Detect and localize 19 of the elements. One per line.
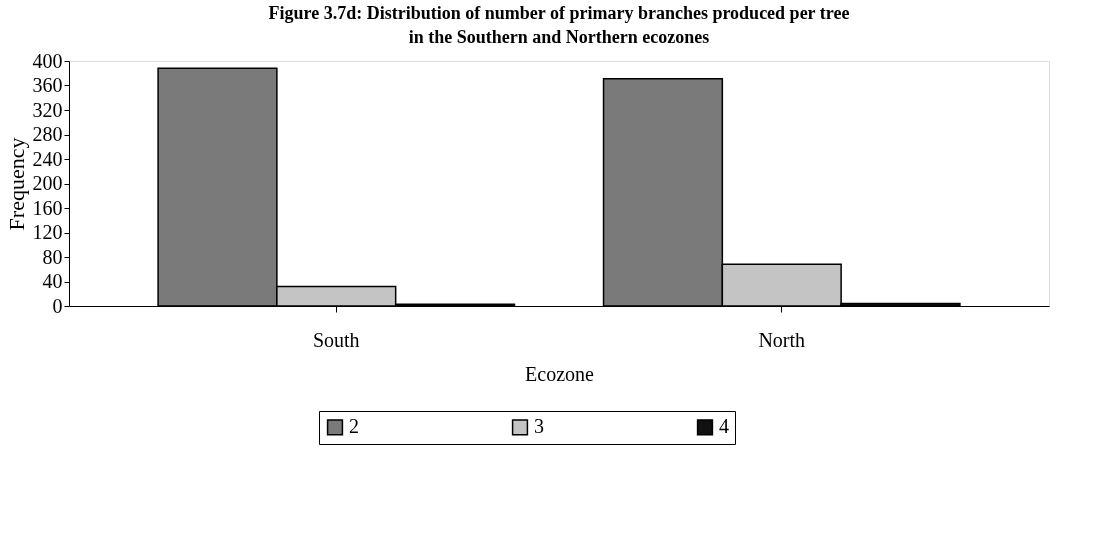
y-axis-title: Frequency [3,137,29,231]
x-axis-title: Ecozone [525,362,595,385]
y-tick-label: 120 [32,221,63,243]
x-tick-label: South [312,328,360,351]
y-tick-label: 280 [32,123,63,145]
y-tick-label: 80 [42,245,63,268]
y-tick-label: 240 [32,147,63,170]
y-tick-label: 160 [32,196,63,219]
y-tick-label: 0 [52,294,63,317]
y-tick-label: 360 [32,74,63,96]
legend-label: 3 [534,415,544,438]
y-tick-label: 40 [42,270,63,292]
legend-label: 4 [719,415,729,438]
x-tick-label: North [758,328,806,351]
legend-label: 2 [349,415,359,438]
y-tick-label: 200 [32,172,63,194]
y-tick-label: 400 [32,49,63,72]
chart-title: Figure 3.7d: Distribution of number of primary branches produced per tree in the Southern and Northern ecozones [268,3,850,47]
y-tick-label: 320 [32,98,63,121]
